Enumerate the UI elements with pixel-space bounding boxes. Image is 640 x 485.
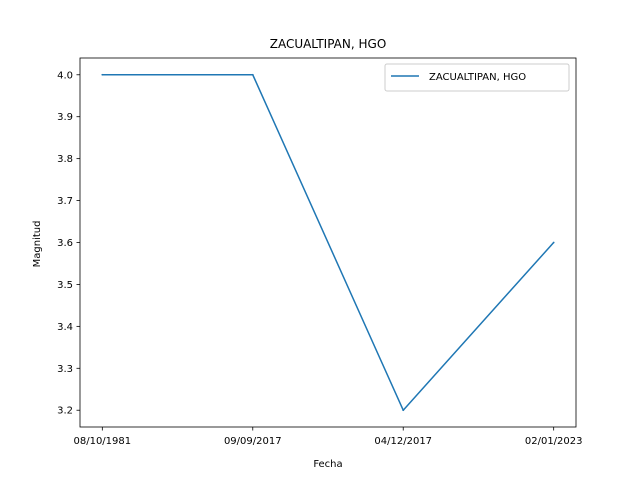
y-tick-label: 3.8 <box>57 154 73 165</box>
data-point <box>101 73 104 76</box>
x-tick-label: 04/12/2017 <box>374 436 432 447</box>
y-tick-label: 3.7 <box>57 196 73 207</box>
y-tick-label: 3.2 <box>57 406 73 417</box>
y-tick-label: 3.3 <box>57 364 73 375</box>
x-tick-label: 09/09/2017 <box>224 436 282 447</box>
y-tick-label: 4.0 <box>57 70 73 81</box>
x-tick-label: 02/01/2023 <box>525 436 583 447</box>
y-tick-label: 3.9 <box>57 112 73 123</box>
x-tick-label: 08/10/1981 <box>73 436 131 447</box>
legend-box <box>384 63 570 92</box>
y-tick-label: 3.6 <box>57 238 73 249</box>
y-axis-title: Magnitud <box>32 221 43 268</box>
x-axis-title: Fecha <box>313 459 342 470</box>
data-point <box>251 73 254 76</box>
legend-entry-label: ZACUALTIPAN, HGO <box>429 72 526 83</box>
y-tick-label: 3.4 <box>57 322 73 333</box>
chart-title: ZACUALTIPAN, HGO <box>270 37 387 51</box>
ticks-layer: 3.2 3.3 3.4 3.5 3.6 3.7 3.8 3.9 4.0 08/10/1981 09/… <box>57 70 582 447</box>
legend: ZACUALTIPAN, HGO <box>384 63 570 92</box>
data-point <box>552 241 555 244</box>
data-point <box>402 409 405 412</box>
series-layer <box>101 73 555 412</box>
series-line <box>102 74 555 411</box>
y-tick-label: 3.5 <box>57 280 73 291</box>
